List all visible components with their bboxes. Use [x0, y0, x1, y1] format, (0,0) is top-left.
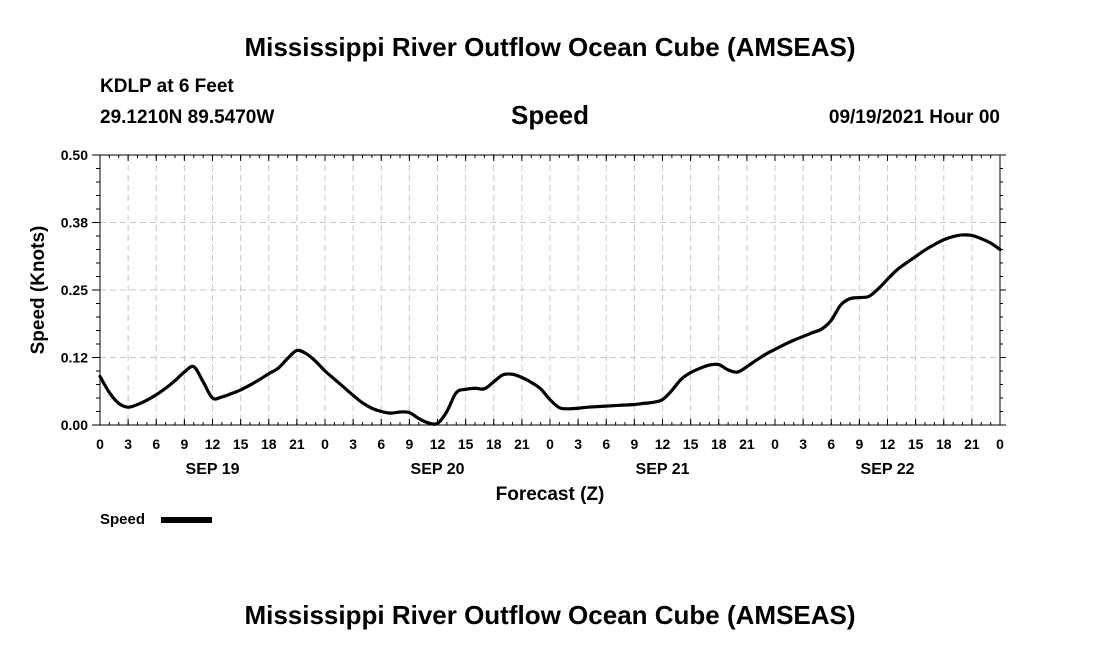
day-label: SEP 21: [636, 461, 690, 478]
x-tick-label: 3: [349, 436, 357, 452]
y-tick-label: 0.50: [61, 147, 88, 163]
datetime-label: 09/19/2021 Hour 00: [828, 107, 1000, 128]
x-tick-label: 6: [152, 436, 160, 452]
legend-label: Speed: [100, 511, 145, 528]
x-tick-label: 0: [321, 436, 329, 452]
x-tick-label: 9: [180, 436, 188, 452]
x-tick-label: 9: [630, 436, 638, 452]
x-tick-label: 0: [771, 436, 779, 452]
footer-title: Mississippi River Outflow Ocean Cube (AM…: [244, 600, 856, 630]
y-tick-label: 0.38: [61, 215, 88, 231]
speed-series-line: [98, 233, 1002, 426]
y-tick-label: 0.12: [61, 350, 88, 366]
x-tick-label: 15: [458, 436, 474, 452]
day-label: SEP 19: [186, 461, 240, 478]
coordinates-label: 29.1210N 89.5470W: [100, 107, 275, 128]
x-tick-label: 21: [739, 436, 755, 452]
x-tick-label: 18: [486, 436, 502, 452]
variable-title: Speed: [510, 100, 590, 130]
x-tick-label: 15: [683, 436, 699, 452]
x-tick-label: 6: [377, 436, 385, 452]
x-tick-label: 0: [996, 436, 1004, 452]
x-tick-label: 21: [514, 436, 530, 452]
x-tick-label: 21: [964, 436, 980, 452]
x-tick-label: 6: [827, 436, 835, 452]
x-tick-label: 18: [711, 436, 727, 452]
chart-title: Mississippi River Outflow Ocean Cube (AM…: [244, 32, 856, 62]
x-tick-label: 21: [289, 436, 305, 452]
x-tick-label: 9: [405, 436, 413, 452]
x-tick-label: 18: [936, 436, 952, 452]
y-axis-title: Speed (Knots): [28, 226, 49, 355]
grid-layer: [100, 155, 1000, 425]
y-tick-label: 0.25: [61, 282, 88, 298]
x-tick-label: 3: [574, 436, 582, 452]
x-tick-label: 18: [261, 436, 277, 452]
x-tick-label: 12: [430, 436, 446, 452]
x-tick-label: 6: [602, 436, 610, 452]
x-tick-label: 12: [880, 436, 896, 452]
tick-label-layer: 0 3 6 9 12 15 18 21 0 3 6 9 12 15 18 21 0 3 6 9 12 15 18 21 0 3 6 9…: [61, 147, 1004, 478]
x-tick-label: 3: [799, 436, 807, 452]
x-tick-label: 3: [124, 436, 132, 452]
tick-layer: [92, 154, 1006, 426]
day-label: SEP 20: [411, 461, 465, 478]
x-tick-label: 12: [205, 436, 221, 452]
day-label: SEP 22: [861, 461, 915, 478]
x-tick-label: 0: [96, 436, 104, 452]
x-tick-label: 9: [855, 436, 863, 452]
x-tick-label: 15: [233, 436, 249, 452]
station-label: KDLP at 6 Feet: [100, 76, 234, 97]
x-tick-label: 15: [908, 436, 924, 452]
x-tick-label: 12: [655, 436, 671, 452]
x-tick-label: 0: [546, 436, 554, 452]
y-tick-label: 0.00: [61, 417, 88, 433]
x-axis-title: Forecast (Z): [496, 484, 605, 505]
